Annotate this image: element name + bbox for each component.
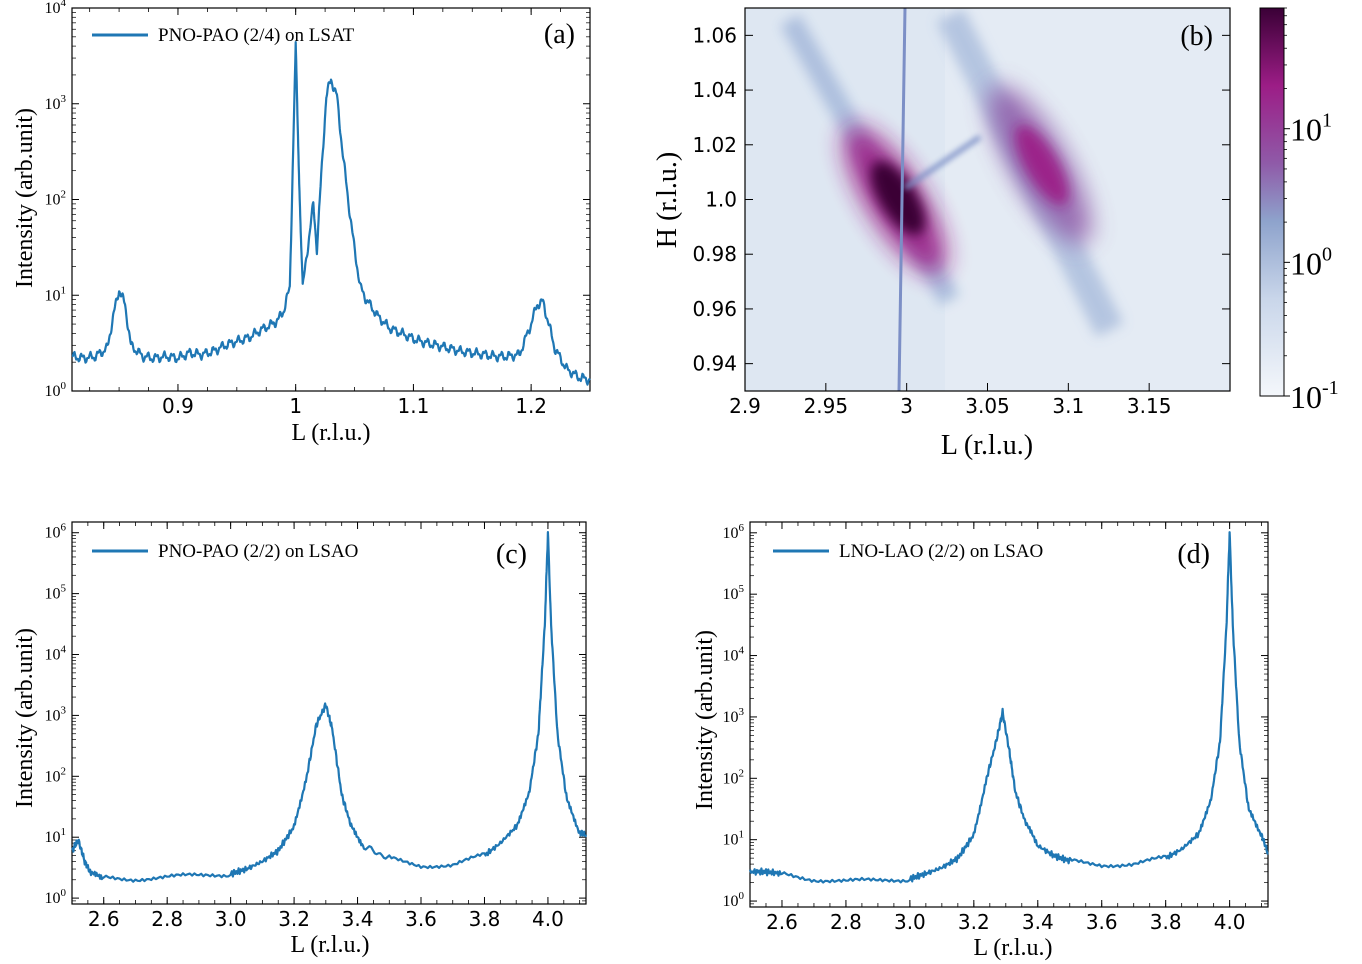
panel-c-xtick-label: 3.2 <box>278 907 310 931</box>
colorbar-tick-label: 100 <box>1290 243 1332 281</box>
panel-d-xlabel: L (r.l.u.) <box>973 935 1052 961</box>
colorbar-tick-label: 101 <box>1290 110 1332 148</box>
panel-b-xtick-label: 3.15 <box>1127 394 1172 418</box>
panel-b-ylabel: H (r.l.u.) <box>652 152 683 248</box>
panel-a-xtick-label: 0.9 <box>162 394 194 418</box>
colorbar <box>1259 7 1285 397</box>
panel-c-xtick-label: 3.8 <box>469 907 501 931</box>
panel-b-xtick-label: 2.9 <box>729 394 761 418</box>
panel-c-label: (c) <box>496 539 527 570</box>
panel-c-ytick-label: 101 <box>45 826 67 846</box>
panel-b-axes: 2.9 2.95 3 3.05 3.1 3.15 0.94 0.96 0.98 1.0 1.02 1.… <box>692 23 1230 418</box>
panel-c-xtick-label: 3.6 <box>405 907 437 931</box>
panel-d: 2.6 2.8 3.0 3.2 3.4 3.6 3.8 4.0 100 101 102 103 104 1… <box>692 521 1269 961</box>
panel-b-xlabel: L (r.l.u.) <box>941 430 1033 461</box>
panel-c-ytick-label: 102 <box>45 765 67 785</box>
substrate-peak <box>871 161 925 235</box>
crystal-truncation-rod <box>897 8 907 391</box>
panel-d-xtick-label: 3.0 <box>894 910 926 934</box>
panel-a-ytick-label: 103 <box>45 93 67 113</box>
panel-b: 2.9 2.95 3 3.05 3.1 3.15 0.94 0.96 0.98 1.0 1.02 1.… <box>652 7 1339 461</box>
panel-a-ylabel: Intensity (arb.unit) <box>12 108 38 288</box>
panel-a-xtick-label: 1 <box>289 394 302 418</box>
colorbar-ticks: 10-1 100 101 <box>1284 7 1339 415</box>
panel-d-xtick-label: 3.4 <box>1022 910 1054 934</box>
panel-d-xtick-label: 2.8 <box>830 910 862 934</box>
panel-d-legend-text: LNO-LAO (2/2) on LSAO <box>839 541 1043 562</box>
panel-b-xtick-label: 2.95 <box>804 394 849 418</box>
panel-d-ylabel: Intensity (arb.unit) <box>692 630 718 810</box>
panel-b-xtick-label: 3.05 <box>965 394 1010 418</box>
panel-a-ytick-label: 104 <box>45 0 67 17</box>
panel-a-xtick-label: 1.2 <box>515 394 547 418</box>
panel-c-xtick-label: 3.0 <box>215 907 247 931</box>
panel-d-xtick-label: 4.0 <box>1214 910 1246 934</box>
panel-d-ytick-label: 104 <box>723 645 745 665</box>
panel-c: 2.6 2.8 3.0 3.2 3.4 3.6 3.8 4.0 100 101 102 103 104 1… <box>12 521 588 958</box>
panel-b-ytick-label: 0.98 <box>692 242 737 266</box>
panel-d-xtick-label: 3.6 <box>1086 910 1118 934</box>
panel-a-ytick-label: 102 <box>45 189 67 209</box>
panel-b-ytick-label: 0.94 <box>692 352 737 376</box>
panel-c-xlabel: L (r.l.u.) <box>290 932 369 958</box>
panel-c-ylabel: Intensity (arb.unit) <box>12 628 38 808</box>
panel-a-plot-area: 0.9 1 1.1 1.2 100 101 102 103 104 <box>45 0 591 418</box>
panel-a-ytick-label: 101 <box>45 284 67 304</box>
panel-d-ytick-label: 103 <box>723 706 745 726</box>
panel-b-ytick-label: 1.04 <box>692 78 737 102</box>
panel-d-ytick-label: 106 <box>723 522 745 542</box>
panel-a-frame <box>71 7 591 392</box>
panel-d-ytick-label: 100 <box>723 890 745 910</box>
panel-c-series-line <box>71 530 588 883</box>
panel-a-xlabel: L (r.l.u.) <box>291 420 370 446</box>
panel-c-ytick-label: 100 <box>45 887 67 907</box>
panel-d-xtick-label: 2.6 <box>766 910 798 934</box>
panel-d-ytick-label: 101 <box>723 829 745 849</box>
panel-c-frame <box>71 521 587 905</box>
panel-b-ytick-label: 1.06 <box>692 23 737 47</box>
panel-a-label: (a) <box>544 19 575 50</box>
colorbar-tick-label: 10-1 <box>1290 377 1339 415</box>
panel-d-frame <box>749 521 1269 908</box>
panel-d-xtick-label: 3.2 <box>958 910 990 934</box>
panel-c-ytick-label: 103 <box>45 704 67 724</box>
panel-a: 0.9 1 1.1 1.2 100 101 102 103 104 (a) L (r.l.u.)… <box>12 0 591 446</box>
panel-d-plot-area: 2.6 2.8 3.0 3.2 3.4 3.6 3.8 4.0 100 101 102 103 104 1… <box>723 521 1269 934</box>
panel-b-xtick-label: 3 <box>900 394 913 418</box>
panel-c-xtick-label: 2.8 <box>151 907 183 931</box>
panel-c-plot-area: 2.6 2.8 3.0 3.2 3.4 3.6 3.8 4.0 100 101 102 103 104 1… <box>45 521 588 931</box>
panel-b-ytick-label: 1.02 <box>692 133 737 157</box>
panel-d-ytick-label: 105 <box>723 583 745 603</box>
panel-c-ytick-label: 106 <box>45 522 67 542</box>
panel-c-xtick-label: 3.4 <box>342 907 374 931</box>
panel-c-xtick-label: 2.6 <box>88 907 120 931</box>
diagonal-streak <box>903 134 982 191</box>
panel-c-xtick-label: 4.0 <box>532 907 564 931</box>
panel-d-series-line <box>748 531 1269 884</box>
panel-b-heatmap <box>745 8 1124 391</box>
panel-a-series-line <box>71 40 591 386</box>
panel-d-ytick-label: 102 <box>723 767 745 787</box>
panel-b-xtick-label: 3.1 <box>1052 394 1084 418</box>
panel-a-ytick-label: 100 <box>45 380 67 400</box>
panel-d-xtick-label: 3.8 <box>1150 910 1182 934</box>
panel-a-legend-text: PNO-PAO (2/4) on LSAT <box>158 25 355 46</box>
panel-c-legend-text: PNO-PAO (2/2) on LSAO <box>158 541 358 562</box>
panel-b-ytick-label: 1.0 <box>705 188 737 212</box>
panel-d-label: (d) <box>1177 539 1210 570</box>
panel-b-label: (b) <box>1180 21 1213 52</box>
panel-b-ytick-label: 0.96 <box>692 297 737 321</box>
film-peak <box>1015 125 1069 205</box>
panel-c-ytick-label: 105 <box>45 583 67 603</box>
panel-c-ytick-label: 104 <box>45 644 67 664</box>
panel-a-xtick-label: 1.1 <box>398 394 430 418</box>
